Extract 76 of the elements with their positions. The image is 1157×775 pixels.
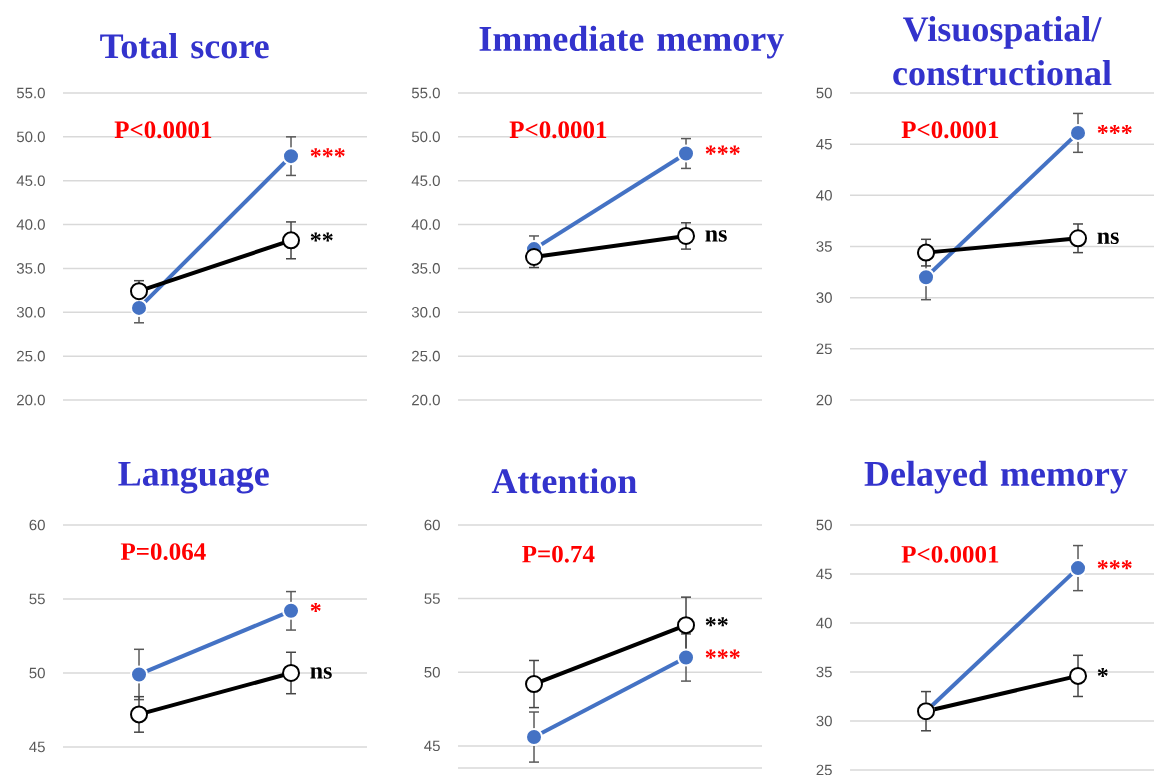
y-tick-label: 50: [29, 667, 45, 679]
data-label: ***: [1097, 560, 1132, 570]
data-label: ns: [1097, 232, 1119, 245]
y-tick-label: 30: [816, 292, 832, 303]
annotation: P<0.0001: [114, 121, 212, 139]
y-tick-label: 20.0: [17, 394, 45, 406]
y-tick-label: 60: [29, 519, 45, 531]
chart-title: Delayed memory: [864, 460, 1128, 494]
y-tick-label: 55: [424, 593, 440, 604]
y-tick-label: 40.0: [16, 219, 45, 230]
point: [130, 298, 149, 317]
y-tick-label: 45: [816, 138, 832, 150]
point: [282, 663, 301, 682]
point: [525, 728, 544, 747]
annotation: P=0.064: [120, 543, 206, 561]
y-tick-label: 55: [29, 593, 45, 605]
y-tick-label: 35.0: [411, 263, 440, 274]
y-tick-label: 45: [424, 740, 440, 752]
data-label: ***: [705, 145, 740, 155]
y-tick-label: 20: [816, 394, 832, 406]
y-tick-label: 50: [816, 87, 832, 99]
chart-title: Attention: [491, 468, 637, 494]
y-tick-label: 20.0: [412, 394, 440, 406]
annotation: P<0.0001: [509, 121, 607, 139]
point: [1069, 666, 1088, 685]
y-tick-label: 30: [816, 715, 832, 727]
y-tick-label: 25.0: [17, 350, 45, 362]
y-tick-label: 35: [816, 241, 832, 252]
annotation: P<0.0001: [901, 121, 999, 139]
y-tick-label: 45: [29, 741, 45, 753]
y-tick-label: 45: [816, 568, 832, 580]
y-tick-label: 40: [816, 190, 832, 201]
y-tick-label: 50.0: [16, 131, 45, 143]
point: [130, 665, 149, 684]
data-label: **: [705, 617, 728, 627]
y-tick-label: 30.0: [16, 306, 45, 318]
y-tick-label: 55.0: [411, 87, 440, 99]
point: [130, 282, 149, 301]
data-label: *: [1097, 667, 1108, 678]
point: [677, 226, 696, 245]
data-label: ns: [705, 230, 727, 242]
point: [282, 231, 301, 250]
point: [525, 675, 544, 694]
chart-title: Total score: [100, 33, 269, 59]
y-tick-label: 60: [424, 519, 440, 531]
annotation: P<0.0001: [901, 545, 999, 563]
y-tick-label: 55.0: [16, 87, 45, 99]
data-label: **: [310, 232, 333, 242]
y-tick-label: 30.0: [411, 306, 440, 318]
chart-title: Immediate memory: [479, 25, 784, 59]
data-label: ***: [1097, 124, 1132, 135]
y-tick-label: 25: [816, 764, 832, 775]
chart-title: Visuospatial/ constructional: [893, 16, 1112, 86]
y-tick-label: 50: [816, 519, 832, 531]
point: [917, 268, 936, 287]
data-label: ***: [705, 649, 740, 659]
data-label: ns: [310, 667, 332, 679]
point: [1069, 229, 1088, 248]
y-tick-label: 40.0: [411, 219, 440, 230]
y-tick-label: 25: [816, 343, 832, 355]
y-tick-label: 45.0: [411, 175, 440, 186]
y-tick-label: 40: [816, 617, 832, 629]
point: [917, 243, 936, 262]
data-label: ***: [310, 148, 345, 158]
point: [525, 248, 544, 267]
y-tick-label: 25.0: [412, 350, 440, 362]
point: [677, 616, 696, 635]
chart-title: Language: [118, 461, 269, 494]
y-tick-label: 45.0: [16, 175, 45, 186]
point: [130, 705, 149, 724]
y-tick-label: 35.0: [16, 263, 45, 274]
annotation: P=0.74: [522, 545, 595, 563]
y-tick-label: 35: [816, 666, 832, 678]
data-label: *: [310, 602, 321, 612]
y-tick-label: 50.0: [411, 131, 440, 143]
y-tick-label: 50: [424, 666, 440, 678]
